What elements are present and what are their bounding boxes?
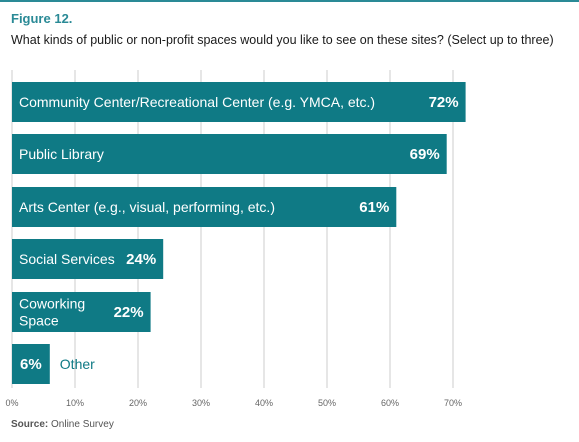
- bar: [12, 292, 151, 332]
- figure-label: Figure 12.: [11, 11, 73, 26]
- grid-lines: [11, 70, 454, 388]
- bar-value-label: 6%: [20, 356, 42, 373]
- bar-value-label: 24%: [126, 251, 156, 268]
- bar-value-label: 61%: [359, 199, 389, 216]
- bar-value-label: 72%: [429, 94, 459, 111]
- bar-category-label: Coworking Space: [19, 296, 85, 329]
- source-label: Source:: [11, 419, 49, 430]
- x-tick-label: 40%: [255, 398, 273, 408]
- x-tick-label: 70%: [444, 398, 462, 408]
- bar: [12, 239, 164, 279]
- bar-category-label: Community Center/Recreational Center (e.…: [19, 94, 375, 110]
- x-tick-label: 50%: [318, 398, 336, 408]
- x-tick-label: 0%: [5, 398, 18, 408]
- bar-category-label: Other: [60, 356, 95, 372]
- bar-value-label: 69%: [410, 146, 440, 163]
- x-axis: 0% 10% 20% 30% 40% 50% 60% 70%: [5, 398, 462, 408]
- top-rule: [0, 0, 579, 2]
- source-text: Online Survey: [51, 419, 114, 430]
- x-tick-label: 60%: [381, 398, 399, 408]
- bar-value-label: 22%: [114, 304, 144, 321]
- source-note: Source: Online Survey: [11, 419, 114, 430]
- bar-category-line: Space: [19, 313, 59, 329]
- bars: Community Center/Recreational Center (e.…: [12, 82, 466, 384]
- bar-category-line: Coworking: [19, 296, 85, 312]
- x-tick-label: 10%: [66, 398, 84, 408]
- x-tick-label: 30%: [192, 398, 210, 408]
- bar: [12, 134, 447, 174]
- bar-category-label: Arts Center (e.g., visual, performing, e…: [19, 199, 275, 215]
- bar-category-label: Social Services: [19, 251, 115, 267]
- bar: [12, 82, 466, 122]
- bar-category-label: Public Library: [19, 146, 104, 162]
- bar: [12, 187, 397, 227]
- x-tick-label: 20%: [129, 398, 147, 408]
- bar: [12, 344, 50, 384]
- figure-title: What kinds of public or non-profit space…: [11, 33, 554, 47]
